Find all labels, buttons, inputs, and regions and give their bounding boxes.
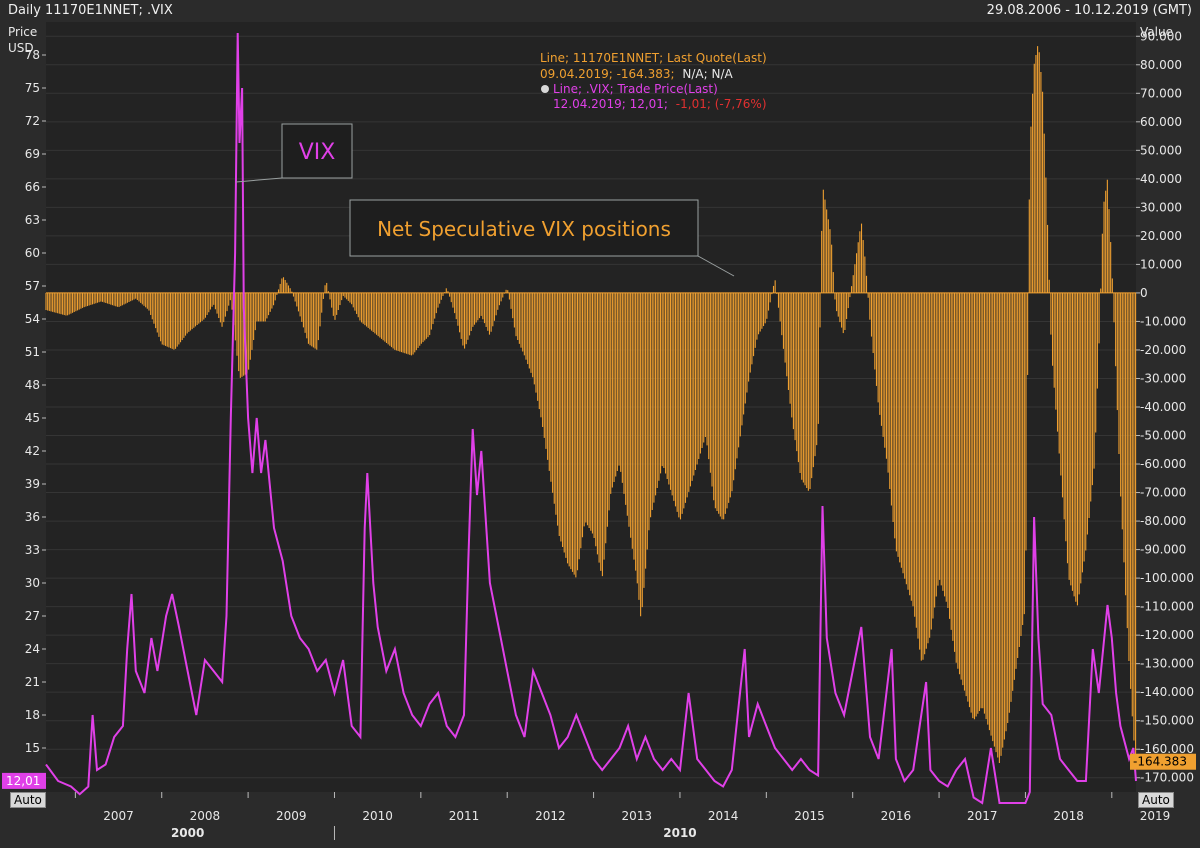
legend-series2-change: -1,01; (-7,76%) <box>676 97 767 111</box>
right-tick-label: -170.000 <box>1140 771 1194 785</box>
x-tick-label: 2010 <box>362 809 393 823</box>
vix-annotation: VIX <box>235 123 353 183</box>
svg-text:12.04.2019; 12,01; -1,: 12.04.2019; 12,01; -1,01; (-7,76%) <box>553 97 767 111</box>
x-tick-label: 2008 <box>190 809 221 823</box>
right-tick-label: -120.000 <box>1140 628 1194 642</box>
left-tick-label: 69 <box>25 147 40 161</box>
net-series <box>45 46 1137 764</box>
left-axis: 78 75 72 69 66 63 60 57 54 51 48 45 42 39 36 33 30 27 24 21… <box>25 48 46 755</box>
x-tick-label: 2016 <box>881 809 912 823</box>
right-tick-label: -90.000 <box>1140 543 1186 557</box>
left-tick-label: 60 <box>25 246 40 260</box>
left-tick-label: 63 <box>25 213 40 227</box>
date-range[interactable]: 29.08.2006 - 10.12.2019 (GMT) <box>986 3 1192 18</box>
right-tick-label: 30.000 <box>1140 200 1182 214</box>
right-tick-label: -140.000 <box>1140 685 1194 699</box>
x-tick-label: 2014 <box>708 809 739 823</box>
right-tick-label: -160.000 <box>1140 742 1194 756</box>
left-tick-label: 39 <box>25 477 40 491</box>
x-tick-label: 2019 <box>1140 809 1171 823</box>
svg-text:09.04.2019; -164.383;: 09.04.2019; -164.383; N/A; N/A <box>540 67 733 81</box>
right-tick-label: -50.000 <box>1140 429 1186 443</box>
x-tick-label: 2012 <box>535 809 566 823</box>
legend: Line; 11170E1NNET; Last Quote(Last) 09.0… <box>540 51 767 111</box>
left-tick-label: 21 <box>25 675 40 689</box>
right-axis: 90.000 80.000 70.000 60.000 50.000 40.000 30.0… <box>1136 29 1194 785</box>
left-tick-label: 54 <box>25 312 40 326</box>
left-tick-label: 48 <box>25 378 40 392</box>
left-tick-label: 51 <box>25 345 40 359</box>
right-tick-label: -110.000 <box>1140 600 1194 614</box>
vix-last-value-tag: 12,01 <box>2 772 46 789</box>
x-tick-label: 2017 <box>967 809 998 823</box>
vix-annotation-label: VIX <box>299 140 336 165</box>
net-last-value: -164.383 <box>1133 755 1187 769</box>
right-tick-label: -30.000 <box>1140 371 1186 385</box>
legend-series2-values: 12.04.2019; 12,01; <box>553 97 668 111</box>
left-tick-label: 72 <box>25 114 40 128</box>
left-tick-label: 27 <box>25 609 40 623</box>
right-tick-label: 50.000 <box>1140 143 1182 157</box>
x-tick-label: 2013 <box>621 809 652 823</box>
legend-series2-name: Line; .VIX; Trade Price(Last) <box>553 82 718 96</box>
right-tick-label: 10.000 <box>1140 257 1182 271</box>
x-tick-label: 2007 <box>103 809 134 823</box>
right-tick-label: -150.000 <box>1140 714 1194 728</box>
right-tick-label: -10.000 <box>1140 314 1186 328</box>
left-tick-label: 42 <box>25 444 40 458</box>
right-tick-label: 90.000 <box>1140 29 1182 43</box>
chart-title: Daily 11170E1NNET; .VIX <box>8 3 173 18</box>
legend-series1-na: N/A; N/A <box>682 67 733 81</box>
right-auto-button[interactable]: Auto <box>1138 792 1174 808</box>
legend-series1-values: 09.04.2019; -164.383; <box>540 67 675 81</box>
right-tick-label: 70.000 <box>1140 86 1182 100</box>
left-tick-label: 24 <box>25 642 40 656</box>
left-tick-label: 78 <box>25 48 40 62</box>
right-axis-label: Value <box>1140 25 1173 39</box>
right-tick-label: -130.000 <box>1140 657 1194 671</box>
left-tick-label: 75 <box>25 81 40 95</box>
x-tick-label: 2011 <box>449 809 480 823</box>
left-tick-label: 66 <box>25 180 40 194</box>
right-tick-label: 80.000 <box>1140 58 1182 72</box>
right-tick-label: -70.000 <box>1140 486 1186 500</box>
left-tick-label: 57 <box>25 279 40 293</box>
net-annotation-label: Net Speculative VIX positions <box>377 217 671 241</box>
left-tick-label: 36 <box>25 510 40 524</box>
net-last-value-tag: -164.383 <box>1130 753 1196 770</box>
left-tick-label: 15 <box>25 741 40 755</box>
left-tick-label: 18 <box>25 708 40 722</box>
vix-series <box>45 32 1137 805</box>
net-annotation: Net Speculative VIX positions <box>349 199 735 277</box>
legend-toggle-icon[interactable] <box>541 85 549 93</box>
left-tick-label: 33 <box>25 543 40 557</box>
left-tick-label: 30 <box>25 576 40 590</box>
x-tick-label: 2018 <box>1053 809 1084 823</box>
legend-series1-name: Line; 11170E1NNET; Last Quote(Last) <box>540 51 767 65</box>
right-tick-label: -100.000 <box>1140 571 1194 585</box>
right-tick-label: 20.000 <box>1140 229 1182 243</box>
x-decade-label: 2010 <box>663 826 696 840</box>
left-axis-label-price: Price <box>8 25 37 39</box>
right-tick-label: 0 <box>1140 286 1148 300</box>
right-tick-label: -60.000 <box>1140 457 1186 471</box>
x-decade-label: 2000 <box>171 826 204 840</box>
right-tick-label: -40.000 <box>1140 400 1186 414</box>
x-tick-label: 2009 <box>276 809 307 823</box>
left-auto-button[interactable]: Auto <box>10 792 46 808</box>
left-tick-label: 45 <box>25 411 40 425</box>
x-axis: 2007 2008 2009 2010 2011 2012 2013 2014 2015 2016… <box>74 792 1171 840</box>
x-tick-label: 2015 <box>794 809 825 823</box>
vix-last-value: 12,01 <box>6 774 40 788</box>
right-tick-label: -80.000 <box>1140 514 1186 528</box>
right-tick-label: 60.000 <box>1140 115 1182 129</box>
right-tick-label: -20.000 <box>1140 343 1186 357</box>
left-axis-label-usd: USD <box>8 41 34 55</box>
right-tick-label: 40.000 <box>1140 172 1182 186</box>
